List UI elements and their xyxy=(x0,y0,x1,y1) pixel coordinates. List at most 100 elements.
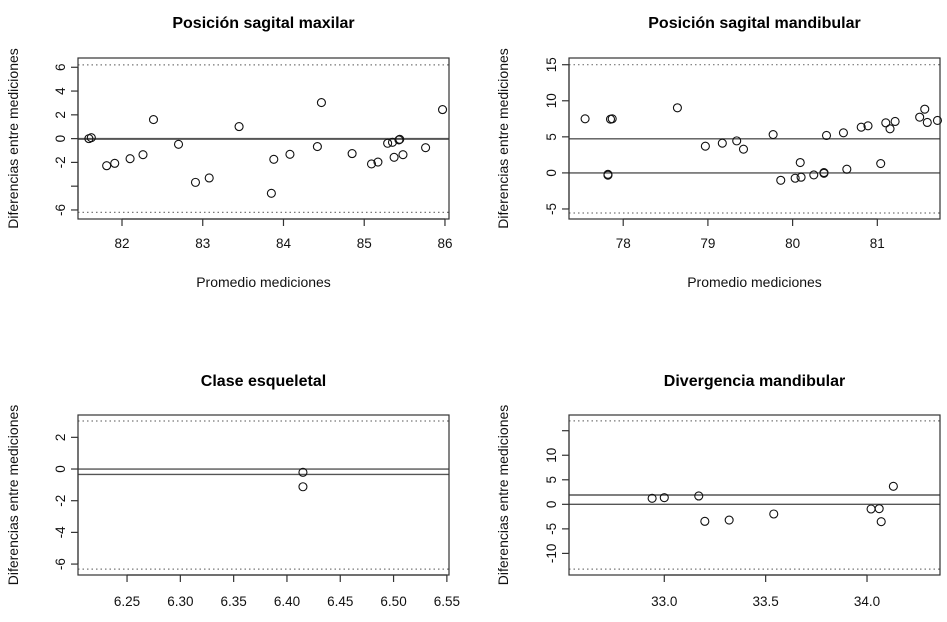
data-point xyxy=(373,157,383,167)
panel-1: Posición sagital maxilar 82 83 84 85 86 6 4 2 0 -2… xyxy=(5,15,452,290)
data-point xyxy=(863,121,873,131)
data-point xyxy=(204,173,214,183)
y-tick-label: 10 xyxy=(544,93,559,108)
y-tick-label: 2 xyxy=(53,111,68,119)
data-point xyxy=(790,173,800,183)
x-tick-label: 6.25 xyxy=(114,594,140,609)
x-tick-label: 6.55 xyxy=(434,594,460,609)
data-point xyxy=(125,154,135,164)
data-point xyxy=(768,129,778,140)
data-point xyxy=(809,170,819,180)
y-tick-label: 5 xyxy=(544,476,559,484)
x-axis-label: Promedio mediciones xyxy=(687,274,822,290)
x-tick-label: 81 xyxy=(870,236,885,251)
data-point xyxy=(856,122,866,132)
x-tick-label: 6.50 xyxy=(380,594,406,609)
y-tick-label: -5 xyxy=(544,203,559,215)
chart-title: Clase esqueletal xyxy=(201,373,326,390)
panel-2: Posición sagital mandibular 78 79 80 81 15 10 5… xyxy=(495,15,943,290)
x-tick-label: 83 xyxy=(195,236,210,251)
x-tick-label: 86 xyxy=(437,236,452,251)
y-tick-label: 5 xyxy=(544,133,559,141)
y-tick-label: -6 xyxy=(53,558,68,570)
data-point xyxy=(138,150,148,160)
data-point xyxy=(724,515,734,525)
y-axis-label: Diferencias entre mediciones xyxy=(5,405,21,586)
data-point xyxy=(347,149,357,159)
data-point xyxy=(672,103,682,113)
y-tick-label: 10 xyxy=(544,448,559,463)
data-point xyxy=(285,149,295,159)
x-tick-label: 82 xyxy=(114,236,129,251)
chart-title: Divergencia mandibular xyxy=(664,373,845,390)
x-tick-label: 84 xyxy=(276,236,292,251)
data-point xyxy=(694,491,704,501)
data-point xyxy=(190,177,201,187)
data-point xyxy=(234,122,244,132)
y-tick-label: 0 xyxy=(544,501,559,509)
x-axis-label: Promedio mediciones xyxy=(196,274,331,290)
y-tick-label: -10 xyxy=(544,544,559,564)
x-tick-label: 78 xyxy=(616,236,631,251)
data-point xyxy=(298,467,308,477)
data-point xyxy=(819,168,829,178)
data-point xyxy=(316,98,326,108)
y-tick-label: -5 xyxy=(544,523,559,535)
data-point xyxy=(920,104,930,114)
data-point xyxy=(102,161,112,171)
data-point xyxy=(874,504,884,514)
x-tick-label: 6.35 xyxy=(221,594,247,609)
data-point xyxy=(795,157,805,168)
data-point xyxy=(717,138,727,148)
data-point xyxy=(915,112,925,122)
data-point xyxy=(366,159,377,169)
y-axis-label: Diferencias entre mediciones xyxy=(5,48,21,229)
data-point xyxy=(603,169,613,179)
data-point xyxy=(421,143,431,153)
x-tick-label: 6.40 xyxy=(274,594,300,609)
y-tick-label: 0 xyxy=(53,465,68,473)
y-tick-label: 0 xyxy=(544,169,559,177)
data-point xyxy=(659,493,669,503)
y-tick-label: 2 xyxy=(53,434,68,442)
x-tick-label: 79 xyxy=(700,236,715,251)
data-point xyxy=(298,482,308,492)
x-tick-label: 6.30 xyxy=(167,594,193,609)
y-tick-label: 6 xyxy=(53,64,68,72)
x-tick-label: 6.45 xyxy=(327,594,353,609)
y-tick-label: 0 xyxy=(53,135,68,143)
y-tick-label: -4 xyxy=(53,526,68,538)
x-tick-label: 33.0 xyxy=(651,594,677,609)
data-point xyxy=(885,124,895,134)
y-tick-label: 15 xyxy=(544,57,559,72)
y-axis-label: Diferencias entre mediciones xyxy=(495,48,511,229)
data-point xyxy=(932,115,943,126)
x-tick-label: 80 xyxy=(785,236,800,251)
data-point xyxy=(876,517,886,527)
chart-title: Posición sagital maxilar xyxy=(172,15,354,32)
data-point xyxy=(738,144,749,154)
data-point xyxy=(110,158,120,168)
data-point xyxy=(888,481,898,491)
data-point xyxy=(398,150,408,160)
data-point xyxy=(838,128,848,138)
y-axis-label: Diferencias entre mediciones xyxy=(495,405,511,586)
data-point xyxy=(395,134,405,144)
data-point xyxy=(389,152,399,162)
y-tick-label: -2 xyxy=(53,156,68,168)
data-point xyxy=(876,158,886,169)
data-point xyxy=(890,116,900,127)
chart-title: Posición sagital mandibular xyxy=(648,15,861,32)
x-tick-label: 85 xyxy=(357,236,372,251)
data-point xyxy=(821,130,832,141)
data-point xyxy=(607,114,617,124)
data-point xyxy=(796,172,806,182)
data-point xyxy=(437,105,448,115)
panel-3: Clase esqueletal 6.25 6.30 6.35 6.40 6.45 6.50… xyxy=(5,373,460,609)
data-point xyxy=(866,504,876,514)
data-point xyxy=(269,154,279,164)
data-point xyxy=(776,175,786,185)
data-point xyxy=(266,188,276,198)
data-point xyxy=(173,139,184,149)
